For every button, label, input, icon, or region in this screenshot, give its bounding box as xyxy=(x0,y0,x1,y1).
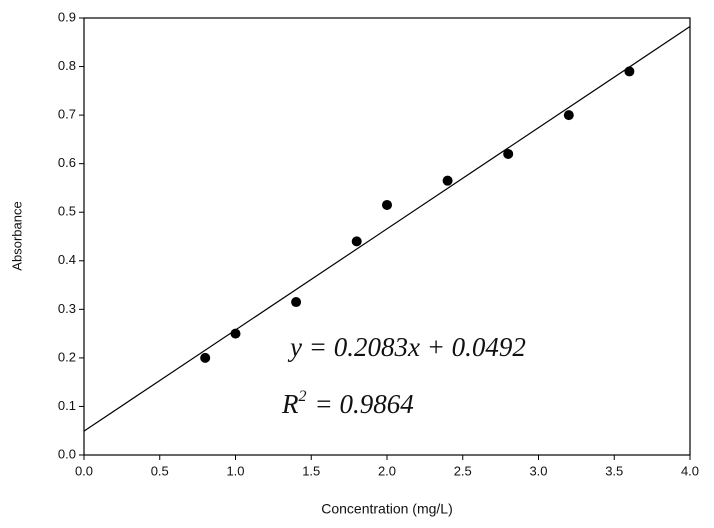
y-tick-label: 0.9 xyxy=(58,9,76,24)
data-point xyxy=(200,352,211,363)
trendline xyxy=(83,26,691,432)
y-tick-label: 0.6 xyxy=(58,155,76,170)
x-tick-label: 1.5 xyxy=(302,463,320,478)
y-tick-label: 0.2 xyxy=(58,349,76,364)
data-point xyxy=(563,110,574,121)
y-axis-label: Absorbance xyxy=(9,201,24,270)
x-tick-label: 3.0 xyxy=(529,463,547,478)
x-tick-label: 2.5 xyxy=(454,463,472,478)
r2-value: = 0.9864 xyxy=(315,389,414,419)
y-tick-label: 0.0 xyxy=(58,446,76,461)
y-tick-label: 0.4 xyxy=(58,252,76,267)
y-tick-label: 0.3 xyxy=(58,301,76,316)
x-axis-label: Concentration (mg/L) xyxy=(321,501,453,517)
x-tick-label: 0.5 xyxy=(151,463,169,478)
r-squared: R2 = 0.9864 xyxy=(281,388,414,420)
data-point xyxy=(442,175,453,186)
y-tick-label: 0.1 xyxy=(58,398,76,413)
data-point xyxy=(291,297,302,308)
data-point xyxy=(624,66,635,77)
data-point xyxy=(503,148,514,159)
y-tick-label: 0.5 xyxy=(58,204,76,219)
y-tick-label: 0.7 xyxy=(58,107,76,122)
x-tick-label: 2.0 xyxy=(378,463,396,478)
x-tick-label: 0.0 xyxy=(75,463,93,478)
x-tick-label: 4.0 xyxy=(681,463,699,478)
x-tick-label: 3.5 xyxy=(605,463,623,478)
r2-symbol: R xyxy=(281,389,299,419)
equation: y = 0.2083x + 0.0492 xyxy=(287,332,526,362)
data-point xyxy=(230,328,241,339)
y-tick-label: 0.8 xyxy=(58,58,76,73)
r2-exponent: 2 xyxy=(299,388,307,405)
x-tick-label: 1.0 xyxy=(226,463,244,478)
data-point xyxy=(382,199,392,210)
data-point xyxy=(351,236,362,247)
